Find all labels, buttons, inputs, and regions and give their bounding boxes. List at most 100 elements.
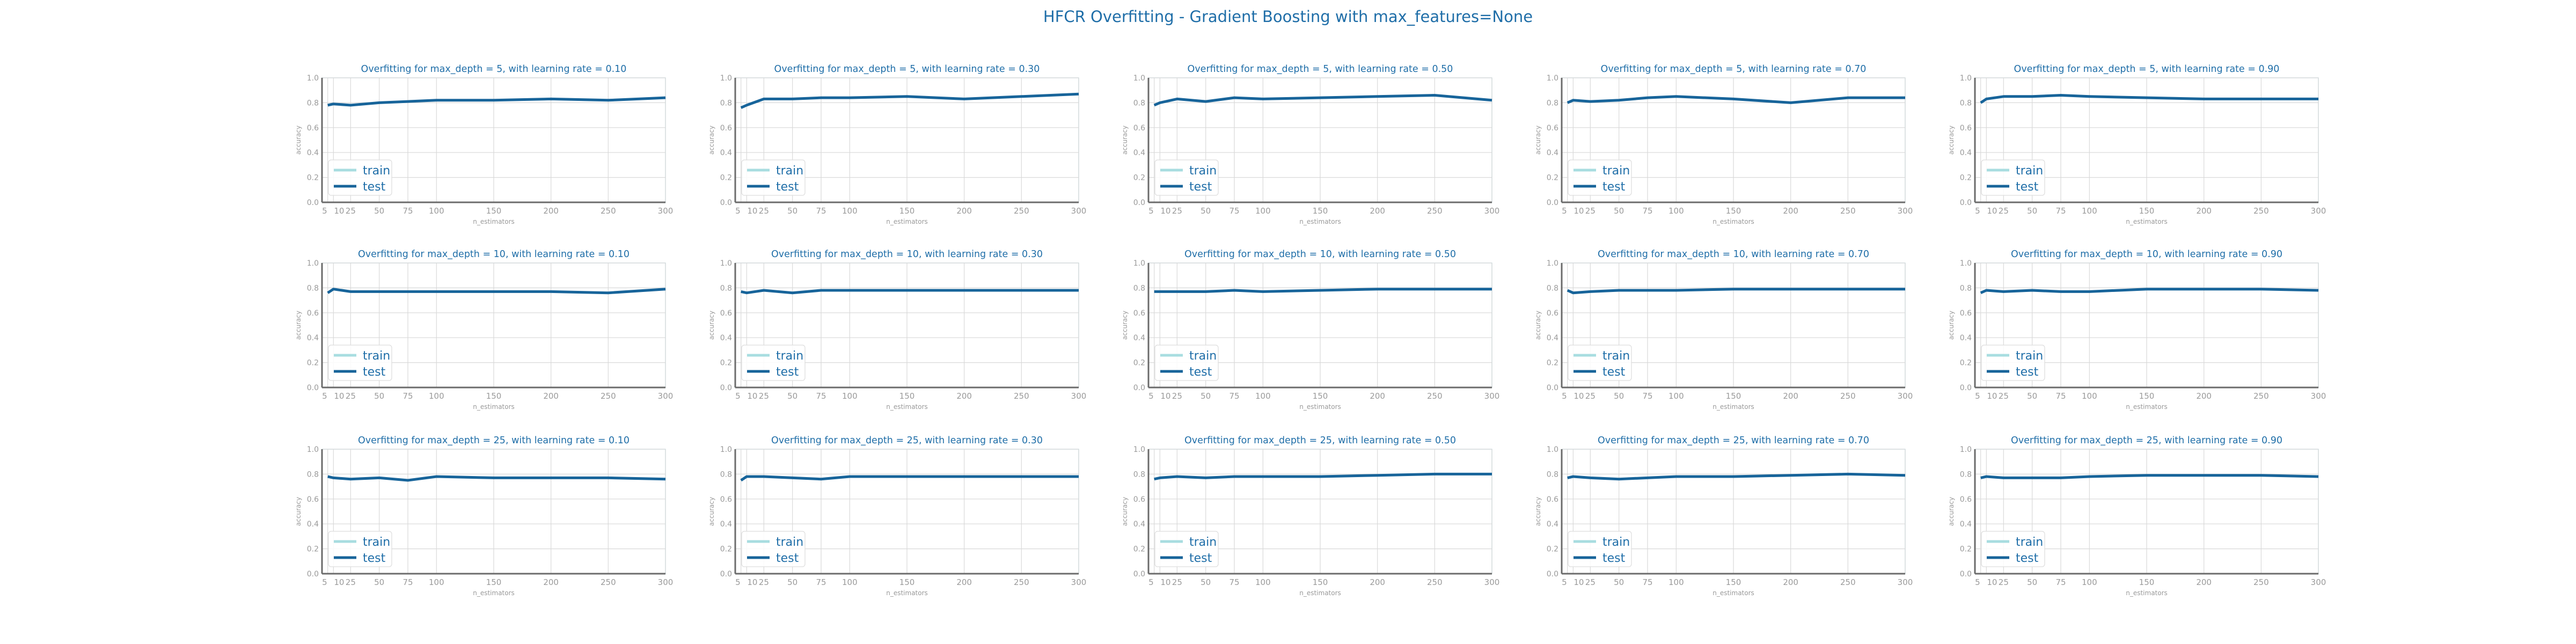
- subplot-title: Overfitting for max_depth = 10, with lea…: [2011, 249, 2282, 260]
- subplot: 0.0 0.2 0.4 0.6 0.8 1.0 5 10 25 50 75 100 150 200 250 3…: [708, 64, 1086, 225]
- x-tick-label: 50: [2027, 206, 2037, 216]
- x-tick-label: 50: [787, 206, 797, 216]
- x-tick-label: 250: [1840, 206, 1856, 216]
- x-tick-label: 5: [735, 206, 741, 216]
- legend-label-train: train: [1189, 164, 1217, 178]
- y-tick-label: 1.0: [720, 445, 732, 454]
- x-tick-label: 50: [374, 206, 384, 216]
- y-tick-label: 0.4: [1547, 149, 1558, 157]
- y-tick-label: 0.2: [1133, 545, 1145, 554]
- legend-label-train: train: [2016, 349, 2043, 363]
- x-tick-label: 50: [1614, 206, 1624, 216]
- x-tick-label: 200: [2196, 206, 2212, 216]
- y-tick-label: 0.2: [1133, 174, 1145, 182]
- x-tick-label: 10: [1574, 391, 1584, 401]
- subplot: 0.0 0.2 0.4 0.6 0.8 1.0 5 10 25 50 75 100 150 200 250 3…: [1534, 64, 1913, 225]
- x-tick-label: 50: [2027, 391, 2037, 401]
- x-axis-label: n_estimators: [886, 218, 928, 225]
- y-tick-label: 0.0: [1547, 570, 1558, 579]
- x-tick-label: 50: [1614, 577, 1624, 587]
- x-tick-label: 100: [2082, 206, 2097, 216]
- y-tick-label: 1.0: [307, 74, 319, 83]
- x-tick-label: 150: [1726, 577, 1741, 587]
- subplot: 0.0 0.2 0.4 0.6 0.8 1.0 5 10 25 50 75 100 150 200 250 3…: [295, 64, 673, 225]
- y-axis-label: accuracy: [1534, 497, 1542, 526]
- x-tick-label: 200: [543, 206, 559, 216]
- legend-label-test: test: [1189, 180, 1212, 194]
- x-tick-label: 75: [402, 206, 413, 216]
- y-tick-label: 0.2: [1960, 545, 1972, 554]
- subplot-title: Overfitting for max_depth = 25, with lea…: [2011, 435, 2282, 446]
- y-tick-label: 0.4: [1960, 149, 1972, 157]
- y-axis-label: accuracy: [1121, 311, 1129, 340]
- series-line-test: [740, 92, 1079, 109]
- x-tick-label: 150: [1726, 206, 1741, 216]
- x-tick-label: 10: [1987, 206, 1997, 216]
- legend-label-test: test: [1602, 552, 1626, 565]
- x-tick-label: 5: [322, 577, 327, 587]
- legend-label-train: train: [2016, 164, 2043, 178]
- subplot-title: Overfitting for max_depth = 25, with lea…: [1184, 435, 1456, 446]
- y-tick-label: 0.8: [720, 99, 732, 107]
- x-tick-label: 100: [2082, 391, 2097, 401]
- legend-label-train: train: [1602, 536, 1630, 549]
- y-axis-label: accuracy: [1121, 126, 1129, 155]
- y-tick-label: 0.6: [307, 495, 319, 504]
- legend-label-train: train: [776, 164, 803, 178]
- legend-label-test: test: [776, 365, 799, 379]
- x-tick-label: 50: [787, 391, 797, 401]
- legend-label-train: train: [1189, 349, 1217, 363]
- x-tick-label: 250: [601, 577, 616, 587]
- x-tick-label: 250: [2253, 206, 2269, 216]
- x-axis-label: n_estimators: [2126, 218, 2168, 225]
- x-tick-label: 50: [1201, 391, 1211, 401]
- x-tick-label: 25: [346, 577, 356, 587]
- x-tick-label: 50: [2027, 577, 2037, 587]
- legend-label-train: train: [1602, 349, 1630, 363]
- legend-label-train: train: [776, 536, 803, 549]
- x-tick-label: 25: [1585, 206, 1596, 216]
- y-tick-label: 0.0: [307, 199, 319, 207]
- y-tick-label: 0.2: [1960, 174, 1972, 182]
- y-tick-label: 1.0: [720, 74, 732, 83]
- y-tick-label: 0.0: [307, 570, 319, 579]
- x-tick-label: 250: [1014, 577, 1029, 587]
- x-tick-label: 100: [842, 391, 858, 401]
- y-tick-label: 0.0: [1133, 384, 1145, 392]
- x-tick-label: 300: [658, 206, 674, 216]
- x-axis-label: n_estimators: [1299, 589, 1341, 597]
- x-tick-label: 200: [956, 577, 972, 587]
- series-line-test: [740, 475, 1079, 482]
- x-tick-label: 75: [2055, 391, 2066, 401]
- y-tick-label: 0.2: [307, 174, 319, 182]
- y-axis-label: accuracy: [1948, 497, 1955, 526]
- y-tick-label: 1.0: [1133, 74, 1145, 83]
- x-tick-label: 150: [899, 577, 915, 587]
- y-tick-label: 1.0: [1960, 259, 1972, 268]
- x-tick-label: 300: [1071, 206, 1087, 216]
- x-tick-label: 5: [735, 577, 741, 587]
- x-tick-label: 200: [1783, 391, 1798, 401]
- x-tick-label: 10: [747, 206, 757, 216]
- subplot-title: Overfitting for max_depth = 5, with lear…: [1188, 64, 1453, 75]
- y-tick-label: 0.8: [1133, 470, 1145, 479]
- legend-label-test: test: [1602, 180, 1626, 194]
- y-tick-label: 0.6: [1133, 309, 1145, 318]
- x-tick-label: 10: [747, 391, 757, 401]
- y-tick-label: 0.4: [307, 520, 319, 529]
- y-tick-label: 0.4: [1960, 520, 1972, 529]
- legend-label-test: test: [2016, 180, 2039, 194]
- y-axis-label: accuracy: [1948, 126, 1955, 155]
- x-tick-label: 150: [1313, 391, 1328, 401]
- x-tick-label: 200: [1783, 577, 1798, 587]
- series-line-test: [1154, 472, 1492, 481]
- y-tick-label: 0.0: [1547, 199, 1558, 207]
- y-tick-label: 0.4: [1547, 334, 1558, 342]
- y-tick-label: 0.6: [1133, 124, 1145, 133]
- y-axis-label: accuracy: [1121, 497, 1129, 526]
- series-line-test: [1567, 288, 1905, 295]
- subplot-title: Overfitting for max_depth = 5, with lear…: [361, 64, 627, 75]
- series-line-test: [1980, 474, 2319, 479]
- x-axis-label: n_estimators: [1713, 218, 1754, 225]
- x-axis-label: n_estimators: [473, 218, 515, 225]
